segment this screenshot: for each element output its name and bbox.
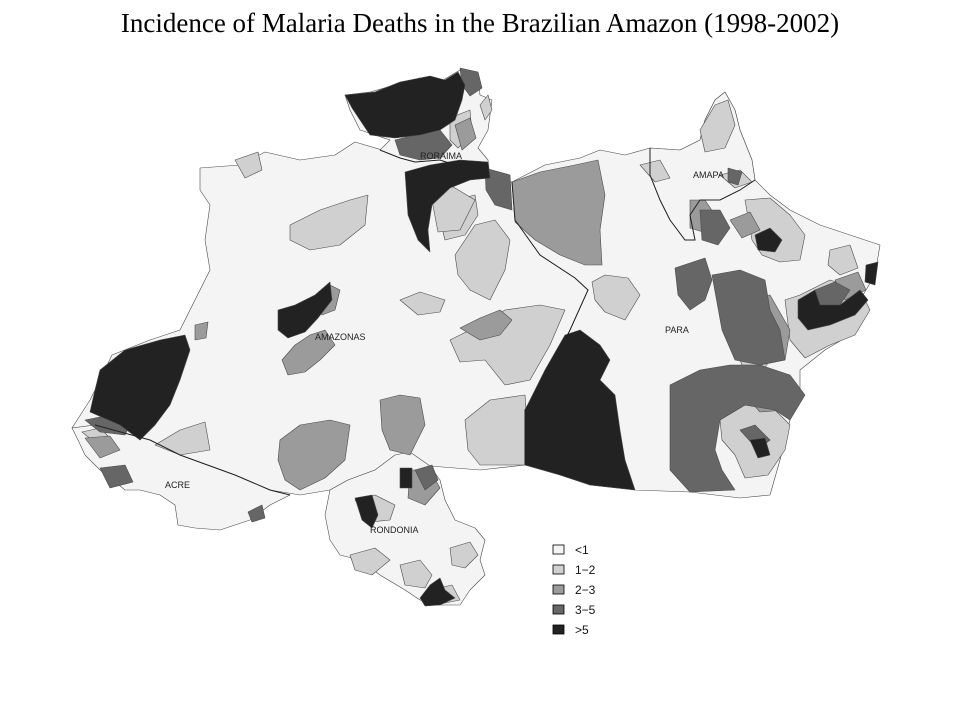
legend-label: 1−2 xyxy=(575,563,596,577)
border-amazonas-acre xyxy=(94,424,291,496)
region-gt5 xyxy=(399,467,413,489)
region-3-5 xyxy=(699,209,731,246)
region-2-3 xyxy=(459,309,513,341)
region-3-5 xyxy=(727,167,743,186)
state-labels: RORAIMA AMAPA AMAZONAS PARA ACRE RONDONI… xyxy=(165,151,724,535)
region-gt5 xyxy=(277,281,333,339)
label-amapa: AMAPA xyxy=(693,170,724,180)
region-3-5 xyxy=(414,464,439,491)
region-2-3 xyxy=(281,329,336,376)
region-gt5 xyxy=(89,334,191,441)
region-2-3 xyxy=(379,394,426,456)
region-1-2 xyxy=(699,99,736,153)
region-gt5 xyxy=(344,71,466,139)
region-2-3 xyxy=(729,211,761,239)
label-amazonas: AMAZONAS xyxy=(315,332,366,342)
page-title: Incidence of Malaria Deaths in the Brazi… xyxy=(120,8,840,38)
region-1-2 xyxy=(454,219,511,301)
region-1-2 xyxy=(827,244,859,276)
legend-swatch xyxy=(552,584,565,595)
region-1-2 xyxy=(289,194,369,251)
region-1-2 xyxy=(479,94,493,121)
region-3-5 xyxy=(99,464,134,489)
legend: <1 1−2 2−3 3−5 >5 xyxy=(552,543,596,637)
region-1-2 xyxy=(399,559,433,589)
region-1-2 xyxy=(234,151,263,179)
category-3-5-regions xyxy=(84,67,851,523)
region-gt5 xyxy=(524,329,636,491)
region-2-3 xyxy=(194,321,209,341)
region-gt5 xyxy=(754,227,783,253)
label-acre: ACRE xyxy=(165,480,190,490)
region-gt5 xyxy=(404,159,491,253)
region-2-3 xyxy=(454,117,477,151)
legend-label: >5 xyxy=(575,623,589,637)
region-2-3 xyxy=(277,419,351,491)
region-3-5 xyxy=(674,257,713,311)
category-1-2-regions xyxy=(81,94,871,605)
region-gt5 xyxy=(354,494,379,529)
border-amazonas-para xyxy=(511,181,589,465)
border-amapa-para xyxy=(649,148,756,241)
legend-swatch xyxy=(552,604,565,615)
label-rondonia: RONDONIA xyxy=(370,525,419,535)
region-1-2 xyxy=(399,291,446,316)
region-gt5 xyxy=(749,437,771,459)
region-2-3 xyxy=(511,159,606,266)
legend-swatch xyxy=(552,624,565,635)
legend-label: 3−5 xyxy=(575,603,596,617)
region-3-5 xyxy=(247,504,266,523)
category-gt5-regions xyxy=(89,71,879,607)
region-3-5 xyxy=(484,167,513,211)
legend-label: <1 xyxy=(575,543,589,557)
border-roraima xyxy=(379,149,489,179)
legend-label: 2−3 xyxy=(575,583,596,597)
region-3-5 xyxy=(711,269,786,366)
region-1-2 xyxy=(591,274,641,321)
region-3-5 xyxy=(669,364,806,493)
region-1-2 xyxy=(449,541,479,569)
region-gt5 xyxy=(797,289,869,331)
legend-swatch xyxy=(552,544,565,555)
label-roraima: RORAIMA xyxy=(420,151,462,161)
region-gt5 xyxy=(419,577,456,607)
state-borders xyxy=(94,148,756,496)
region-gt5 xyxy=(864,261,879,286)
region-1-2 xyxy=(349,547,391,576)
region-2-3 xyxy=(84,435,121,459)
label-para: PARA xyxy=(665,325,689,335)
legend-swatch xyxy=(552,564,565,575)
